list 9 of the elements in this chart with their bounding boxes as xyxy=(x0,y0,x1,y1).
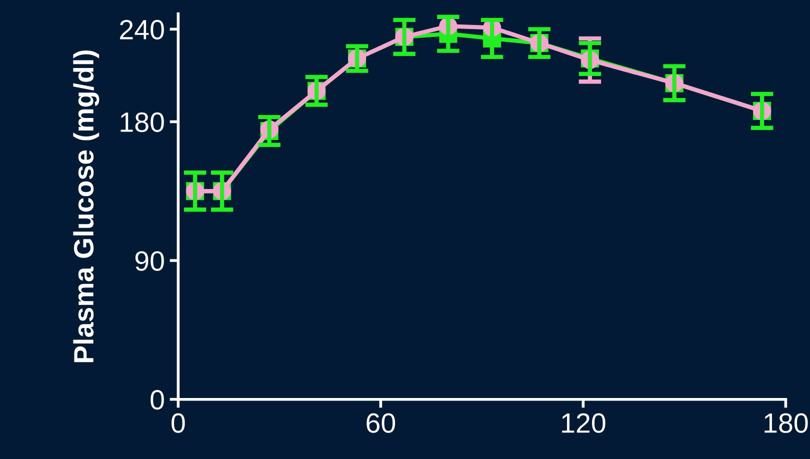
y-axis-title: Plasma Glucose (mg/dl) xyxy=(73,50,100,362)
x-tick-label: 180 xyxy=(764,413,808,433)
y-tick-label: 90 xyxy=(135,251,164,271)
y-tick-label: 0 xyxy=(150,390,164,410)
x-tick-label: 0 xyxy=(172,413,185,433)
x-tick-label: 60 xyxy=(366,413,396,433)
y-tick-label: 180 xyxy=(120,112,164,132)
y-tick-label: 240 xyxy=(120,20,164,40)
x-tick-label: 120 xyxy=(562,413,606,433)
